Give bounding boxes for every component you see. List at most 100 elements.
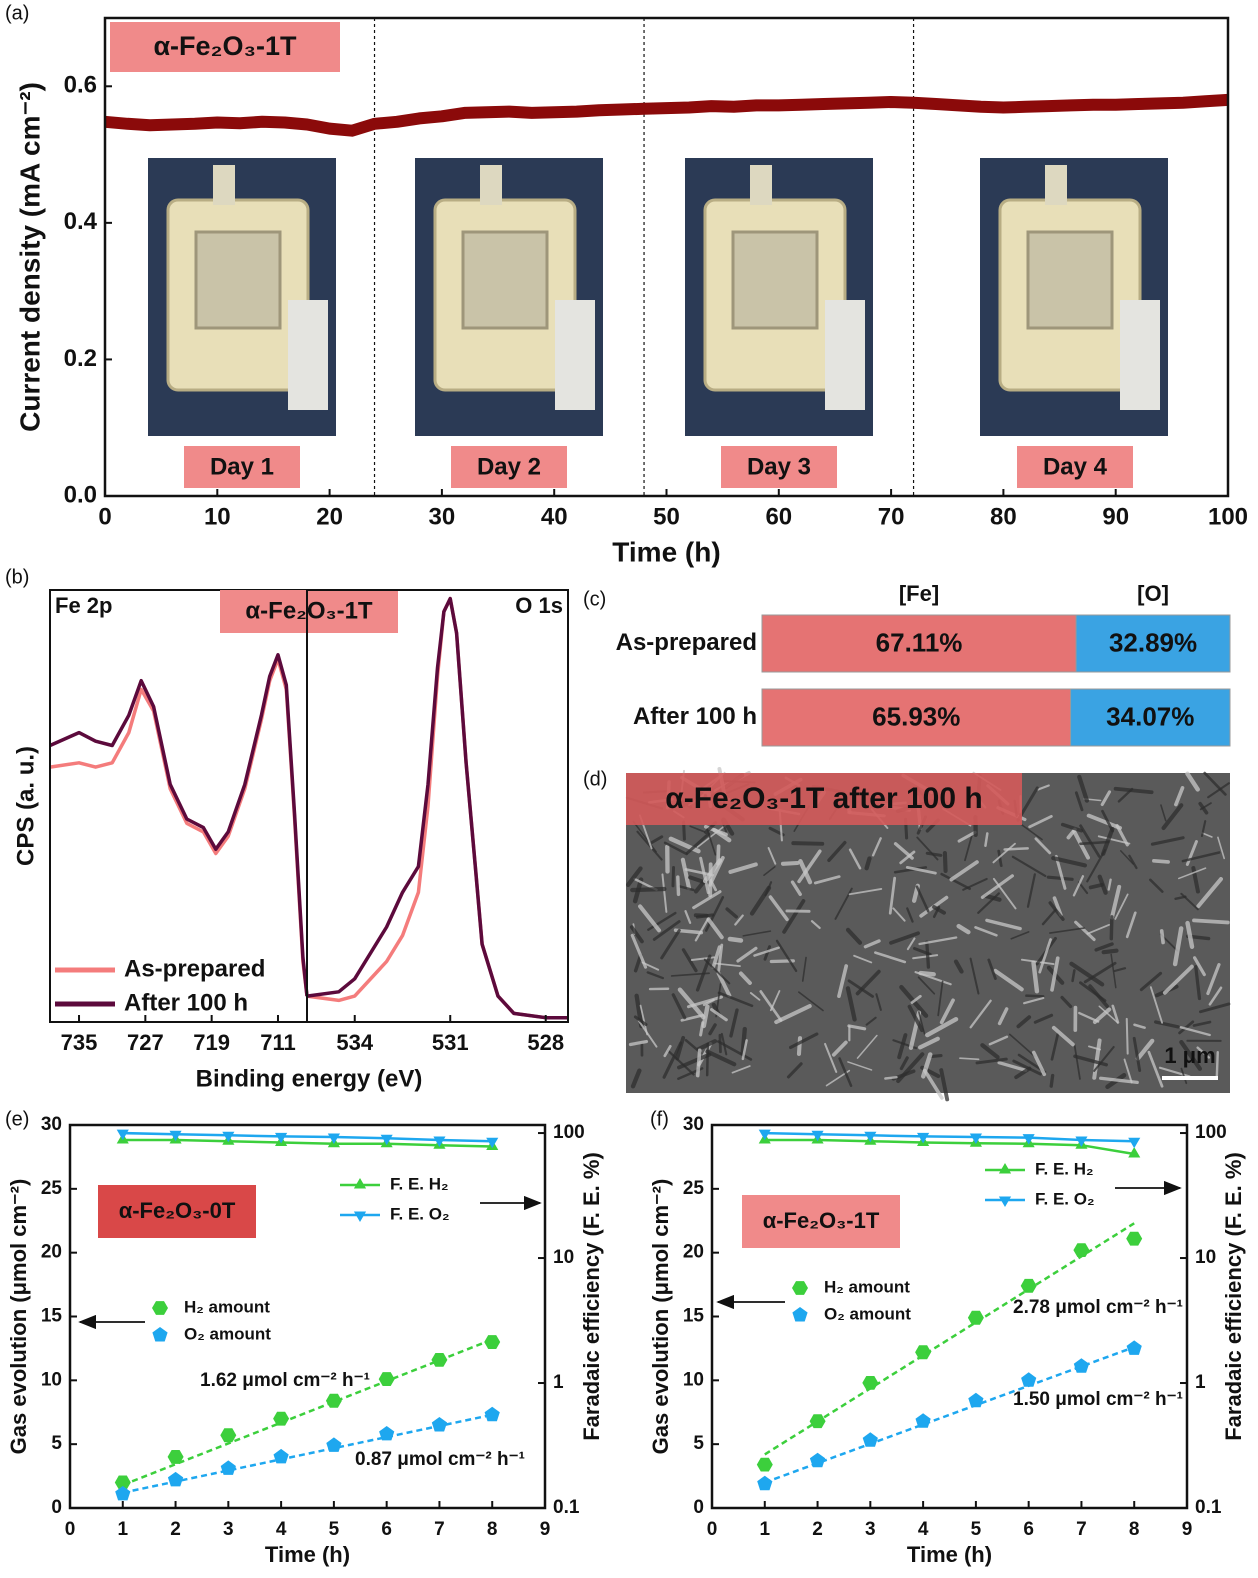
series-header: [O] <box>1137 581 1169 606</box>
sem-flake <box>1026 873 1036 908</box>
sem-flake <box>763 945 772 961</box>
sem-flake <box>1180 1067 1188 1085</box>
sem-flake <box>729 1008 739 1038</box>
x-tick-label: 90 <box>1102 503 1129 530</box>
sem-flake <box>847 1024 867 1031</box>
sem-flake <box>992 877 1017 910</box>
sem-flake <box>1025 994 1045 998</box>
sem-flake <box>1113 786 1154 795</box>
sem-flake <box>1196 877 1223 909</box>
sem-flake <box>984 832 989 848</box>
sem-flake <box>727 936 744 943</box>
photo-window <box>1026 230 1114 330</box>
sem-flake <box>693 879 706 894</box>
sem-flake <box>974 926 998 937</box>
annotation: α-Fe₂O₃-1T <box>245 597 373 624</box>
data-point <box>756 1457 773 1472</box>
sem-flake <box>1178 1020 1195 1035</box>
sem-flake <box>1160 804 1167 822</box>
sem-flake <box>824 1042 838 1073</box>
data-point <box>486 1137 499 1149</box>
sem-flake <box>1192 1020 1212 1027</box>
data-point <box>327 1133 340 1144</box>
sem-flake <box>956 923 971 935</box>
data-point <box>1126 1231 1143 1246</box>
sem-flake <box>1154 1020 1180 1029</box>
sem-flake <box>1046 875 1074 881</box>
sem-flake <box>1031 960 1040 994</box>
legend-marker <box>998 1196 1012 1207</box>
sem-flake <box>652 920 681 941</box>
sem-flake <box>884 1075 898 1080</box>
sem-flake <box>1041 908 1057 926</box>
value-label: 34.07% <box>1106 701 1194 731</box>
sem-flake <box>759 990 783 1022</box>
sem-flake <box>939 998 955 1025</box>
bar-segment <box>761 688 1072 747</box>
data-point <box>915 1345 932 1360</box>
y-tick-label: 0 <box>693 1497 704 1518</box>
annotation: α-Fe₂O₃-0T <box>119 1198 236 1223</box>
sem-flake <box>685 832 711 855</box>
y2-axis-title: Faradaic efficiency (F. E. %) <box>579 1152 604 1441</box>
x-tick-label: 4 <box>918 1519 929 1540</box>
sem-flake <box>703 958 731 985</box>
sem-flake <box>1010 931 1030 940</box>
sem-flake <box>696 824 727 848</box>
annotation-box <box>626 773 1022 825</box>
sem-flake <box>1152 859 1170 864</box>
data-point <box>275 1132 288 1144</box>
sem-flake <box>997 1061 1028 1072</box>
fit-line <box>122 1338 493 1487</box>
sem-flake <box>1109 915 1114 941</box>
sem-flake <box>1162 964 1194 995</box>
y-tick-label: 1 <box>1195 1372 1206 1393</box>
y-tick-label: 0 <box>51 1497 62 1518</box>
value-label: 65.93% <box>872 701 960 731</box>
sem-flake <box>1003 847 1029 851</box>
sem-flake <box>1117 787 1134 803</box>
sem-flake <box>957 830 977 843</box>
sem-flake <box>716 1040 753 1061</box>
x-tick-label: 9 <box>540 1519 551 1540</box>
sem-flake <box>969 957 980 995</box>
x-tick-label: 0 <box>98 503 111 530</box>
sem-flake <box>1028 814 1053 829</box>
sem-flake <box>1051 856 1087 868</box>
sem-flake <box>1050 1032 1060 1061</box>
sem-flake <box>1123 1058 1133 1084</box>
x-tick-label: 9 <box>1182 1519 1193 1540</box>
legend-label: O₂ amount <box>184 1324 271 1343</box>
sem-flake <box>677 1052 712 1070</box>
x-tick-label: 3 <box>865 1519 876 1540</box>
sem-flake <box>716 971 732 998</box>
data-point <box>968 1392 984 1408</box>
sem-flake <box>769 990 781 1012</box>
sem-flake <box>1201 832 1213 838</box>
sem-flake <box>1179 1026 1211 1037</box>
legend-marker <box>998 1163 1012 1174</box>
sem-flake <box>694 918 709 942</box>
y-tick-label: 10 <box>41 1369 62 1390</box>
y-tick-label: 100 <box>553 1122 585 1143</box>
legend-marker <box>152 1301 168 1315</box>
sem-flake <box>1215 1051 1219 1080</box>
sem-flake <box>1094 942 1114 952</box>
annotation: α-Fe₂O₃-1T <box>153 31 297 61</box>
data-point <box>484 1335 501 1349</box>
x-tick-label: 4 <box>276 1519 287 1540</box>
sem-flake <box>753 946 780 957</box>
data-point <box>167 1471 184 1487</box>
sem-flake <box>1074 791 1084 812</box>
y-tick-label: 15 <box>41 1306 63 1327</box>
x-tick-label: 50 <box>653 503 680 530</box>
sem-flake <box>667 1049 695 1076</box>
sem-flake <box>706 917 724 940</box>
sem-flake <box>797 849 822 884</box>
photo-tube <box>750 165 772 205</box>
sem-flake <box>1023 996 1045 1005</box>
data-point <box>969 1133 982 1144</box>
x-tick-label: 100 <box>1208 503 1248 530</box>
value-label: 32.89% <box>1109 627 1197 657</box>
